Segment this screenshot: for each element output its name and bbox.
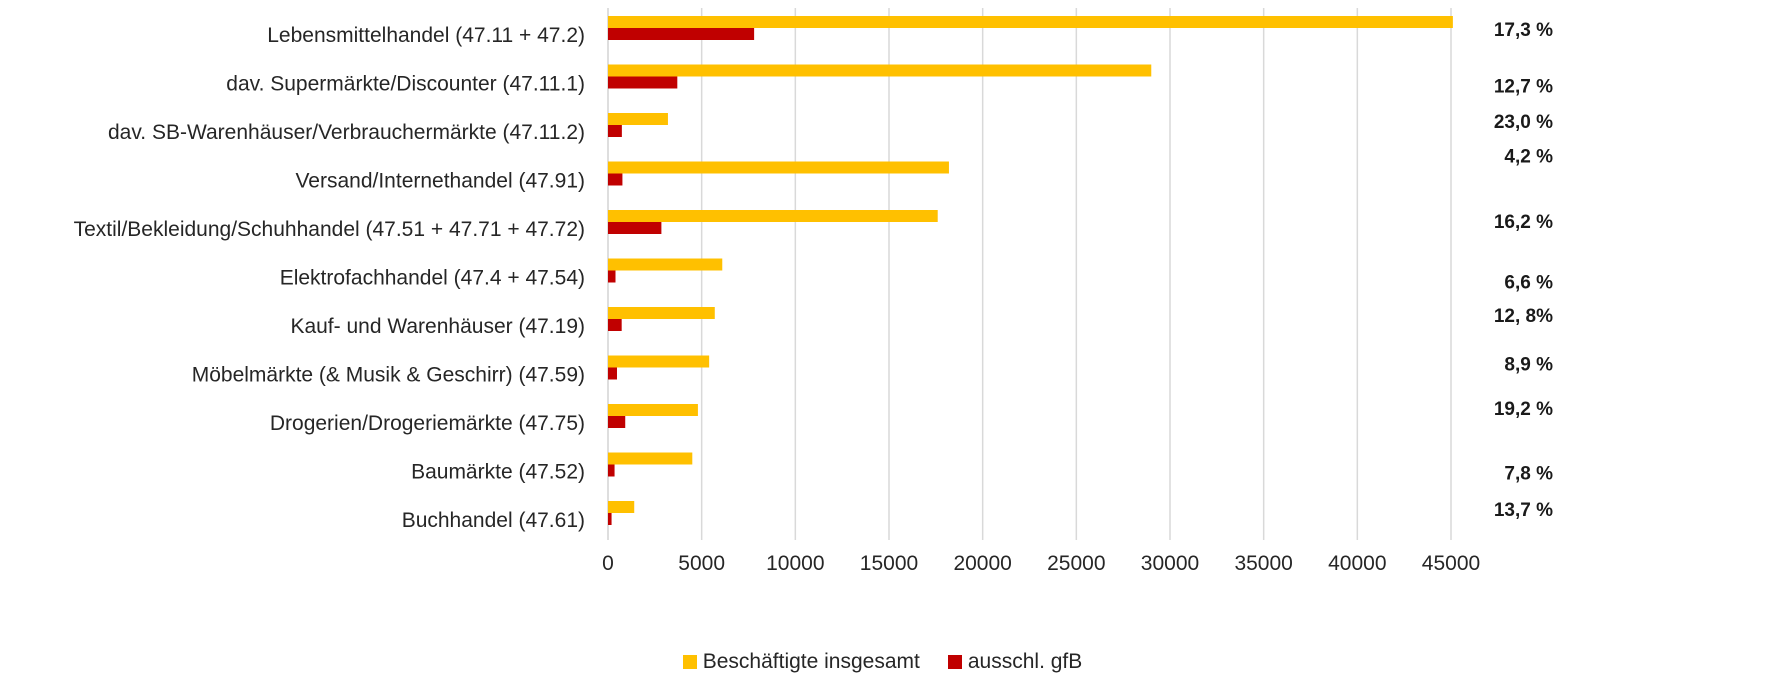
share-annotation: 23,0 % [1494, 112, 1553, 133]
bar-gfb [608, 319, 622, 331]
category-label: Kauf- und Warenhäuser (47.19) [290, 315, 585, 338]
bar-total [608, 404, 698, 416]
legend-swatch-total [682, 655, 697, 669]
share-annotation: 12, 8% [1494, 306, 1553, 327]
category-label: Baumärkte (47.52) [411, 460, 585, 483]
bars [608, 16, 1453, 525]
category-label: Elektrofachhandel (47.4 + 47.54) [280, 266, 585, 289]
bar-total [608, 210, 938, 222]
legend-swatch-gfb [947, 655, 962, 669]
x-tick-label: 10000 [766, 552, 824, 575]
category-label: Buchhandel (47.61) [402, 509, 585, 532]
category-label: Drogerien/Drogeriemärkte (47.75) [270, 412, 585, 435]
legend: Beschäftigte insgesamt ausschl. gfB [0, 650, 1765, 674]
x-tick-label: 40000 [1328, 552, 1386, 575]
bar-total [608, 307, 715, 319]
bar-gfb [608, 76, 678, 89]
x-tick-label: 45000 [1422, 552, 1480, 575]
bar-total [608, 452, 693, 465]
share-annotation: 7,8 % [1504, 464, 1553, 485]
category-label: Lebensmittelhandel (47.11 + 47.2) [267, 24, 585, 47]
category-label: Möbelmärkte (& Musik & Geschirr) (47.59) [192, 363, 585, 386]
legend-item-gfb: ausschl. gfB [947, 650, 1083, 674]
bar-total [608, 16, 1453, 28]
bar-total [608, 113, 668, 125]
bar-gfb [608, 28, 755, 40]
share-annotation: 12,7 % [1494, 77, 1553, 98]
percentage-labels: 17,3 % 12,7 % 23,0 % 4,2 % 16,2 % 6,6 % 12, 8%… [1494, 20, 1553, 521]
bar-gfb [608, 125, 622, 137]
share-annotation: 6,6 % [1504, 273, 1553, 294]
bar-total [608, 161, 949, 174]
share-annotation: 17,3 % [1494, 20, 1553, 41]
legend-label-gfb: ausschl. gfB [967, 650, 1083, 673]
x-tick-label: 20000 [953, 552, 1011, 575]
bar-chart: Lebensmittelhandel (47.11 + 47.2) dav. Su… [74, 8, 1553, 575]
x-tick-label: 35000 [1234, 552, 1292, 575]
category-label: dav. SB-Warenhäuser/Verbrauchermärkte (4… [108, 121, 585, 144]
bar-gfb [608, 513, 612, 525]
bar-gfb [608, 222, 662, 234]
category-label: dav. Supermärkte/Discounter (47.11.1) [226, 72, 585, 95]
bar-total [608, 501, 635, 513]
category-label: Versand/Internethandel (47.91) [295, 169, 585, 192]
x-tick-label: 0 [602, 552, 614, 575]
bar-gfb [608, 270, 616, 283]
x-axis-ticks: 0 5000 10000 15000 20000 25000 30000 35000 40000… [602, 552, 1480, 575]
bar-gfb [608, 464, 615, 477]
x-tick-label: 5000 [678, 552, 725, 575]
share-annotation: 16,2 % [1494, 212, 1553, 233]
share-annotation: 4,2 % [1504, 147, 1553, 168]
bar-total [608, 355, 710, 368]
gridlines [607, 8, 1452, 540]
category-label: Textil/Bekleidung/Schuhhandel (47.51 + 4… [74, 218, 585, 241]
legend-item-total: Beschäftigte insgesamt [682, 650, 920, 674]
bar-gfb [608, 367, 617, 380]
bar-gfb [608, 416, 626, 428]
bar-gfb [608, 173, 623, 186]
share-annotation: 13,7 % [1494, 500, 1553, 521]
share-annotation: 8,9 % [1504, 355, 1553, 376]
category-labels: Lebensmittelhandel (47.11 + 47.2) dav. Su… [74, 24, 585, 532]
x-tick-label: 30000 [1141, 552, 1199, 575]
x-tick-label: 25000 [1047, 552, 1105, 575]
legend-label-total: Beschäftigte insgesamt [702, 650, 920, 673]
bar-total [608, 258, 723, 271]
share-annotation: 19,2 % [1494, 399, 1553, 420]
x-tick-label: 15000 [860, 552, 918, 575]
bar-total [608, 64, 1152, 77]
